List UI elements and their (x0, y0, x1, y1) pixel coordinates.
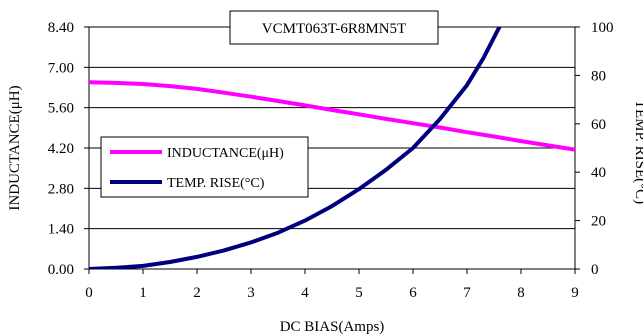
legend-frame (100, 136, 309, 198)
right-y-tick-label: 60 (591, 117, 606, 133)
x-tick-label: 6 (409, 285, 417, 301)
right-y-tick-label: 20 (591, 214, 606, 230)
x-tick-label: 8 (517, 285, 525, 301)
tick-labels: 0.001.402.804.205.607.008.40020406080100… (48, 20, 614, 301)
x-tick-label: 5 (355, 285, 363, 301)
x-tick-label: 7 (463, 285, 471, 301)
x-tick-label: 2 (193, 285, 201, 301)
right-y-tick-label: 80 (591, 68, 606, 84)
x-tick-label: 4 (301, 285, 309, 301)
left-y-tick-label: 7.00 (48, 60, 74, 76)
legend: INDUCTANCE(μH) TEMP. RISE(°C) (100, 136, 309, 198)
chart-title-box: VCMT063T-6R8MN5T (229, 10, 439, 45)
x-tick-label: 1 (139, 285, 147, 301)
chart-title-frame (229, 10, 439, 45)
right-y-axis-title: TEMP. RISE(°C) (632, 100, 643, 204)
x-axis-title: DC BIAS(Amps) (280, 319, 385, 335)
right-y-tick-label: 40 (591, 165, 606, 181)
right-y-tick-label: 100 (591, 20, 614, 36)
left-y-axis-title: INDUCTANCE(μH) (7, 85, 23, 210)
series-line-inductance (89, 80, 575, 152)
legend-label-inductance: INDUCTANCE(μH) (167, 146, 284, 161)
right-y-tick-label: 0 (591, 262, 599, 278)
legend-label-temp-rise: TEMP. RISE(°C) (167, 176, 265, 191)
series-line-temp-rise (89, 27, 502, 269)
left-y-tick-label: 4.20 (48, 141, 74, 157)
left-y-tick-label: 1.40 (48, 222, 74, 238)
chart-title: VCMT063T-6R8MN5T (262, 21, 406, 37)
left-y-tick-label: 0.00 (48, 262, 74, 278)
x-tick-label: 0 (85, 285, 93, 301)
x-tick-label: 9 (571, 285, 579, 301)
series-layer (89, 27, 575, 269)
left-y-tick-label: 8.40 (48, 20, 74, 36)
left-y-tick-label: 2.80 (48, 181, 74, 197)
x-tick-label: 3 (247, 285, 255, 301)
left-y-tick-label: 5.60 (48, 101, 74, 117)
